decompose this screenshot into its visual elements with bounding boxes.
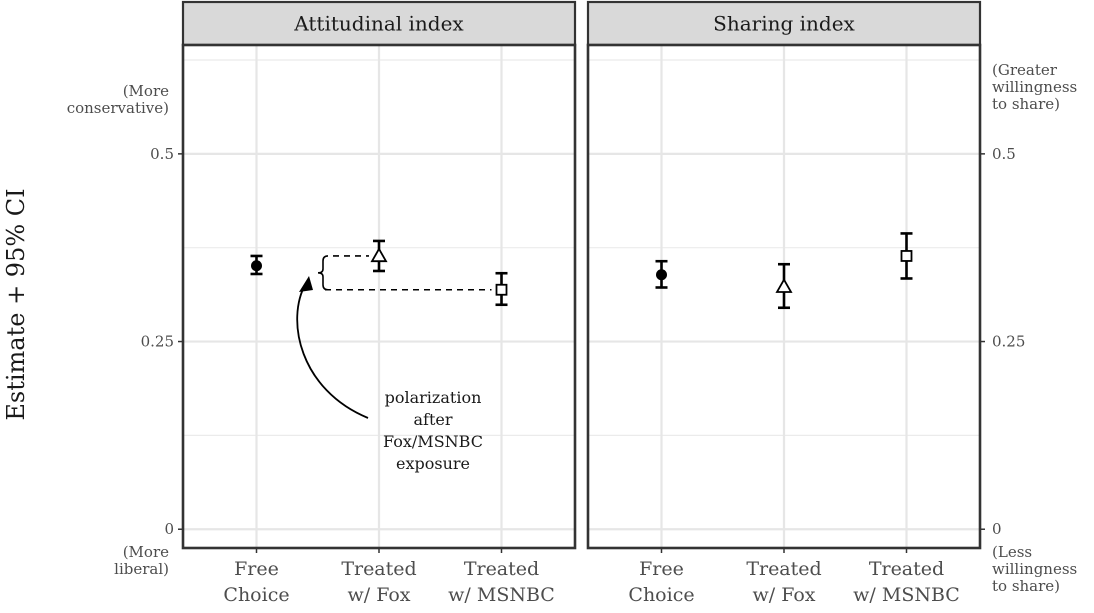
point-treated-w-msnbc: [495, 271, 508, 307]
y-tick-label: 0: [992, 520, 1002, 538]
marker-filled-circle: [251, 260, 262, 272]
panel-title: Attitudinal index: [293, 12, 464, 36]
annotation-text: polarization after Fox/MSNBC exposure: [383, 388, 483, 473]
category-label: Treated w/ MSNBC: [448, 558, 555, 606]
marker-open-square: [495, 283, 508, 296]
annotation-arrow: [296, 282, 369, 419]
category-label: Free Choice: [223, 558, 289, 606]
panel-attitudinal: Attitudinal index Free Choice Treated w/ Fox…: [181, 0, 577, 606]
category-label: Free Choice: [628, 558, 694, 606]
axis-note-more-liberal: (More liberal): [114, 543, 169, 578]
point-free-choice: [655, 259, 668, 289]
panel-strip: [181, 0, 577, 47]
panel-strip: [586, 0, 982, 47]
marker-open-triangle: [775, 277, 793, 293]
marker-filled-circle: [656, 269, 667, 281]
axis-note-greater-willingness: (Greater willingness to share): [992, 61, 1077, 113]
brace: [317, 255, 329, 291]
arrow-head: [299, 276, 313, 292]
y-tick-label: 0.5: [992, 145, 1016, 163]
y-tick-label: 0: [164, 520, 174, 538]
y-axis-title: Estimate + 95% CI: [2, 188, 30, 420]
polarization-annotation: polarization after Fox/MSNBC exposure: [296, 255, 492, 473]
y-tick-label: 0.5: [150, 145, 174, 163]
category-label: Treated w/ Fox: [746, 558, 821, 606]
category-label: Treated w/ Fox: [341, 558, 416, 606]
marker-open-triangle: [370, 247, 388, 263]
axis-note-more-conservative: (More conservative): [67, 82, 169, 117]
point-treated-w-fox: [370, 239, 388, 273]
marker-open-square: [900, 250, 913, 262]
category-label: Treated w/ MSNBC: [853, 558, 960, 606]
point-treated-w-msnbc: [900, 232, 913, 280]
y-axis-left: 0 0.25 0.5: [141, 145, 183, 538]
point-treated-w-fox: [775, 262, 793, 310]
y-tick-label: 0.25: [992, 333, 1025, 351]
y-axis-right: 0 0.25 0.5: [980, 145, 1025, 538]
panel-title: Sharing index: [713, 12, 855, 36]
y-tick-label: 0.25: [141, 333, 174, 351]
axis-note-less-willingness: (Less willingness to share): [992, 543, 1077, 595]
point-free-choice: [250, 254, 263, 276]
panel-sharing: Sharing index Free Choice Treated w/ Fox Trea…: [586, 0, 982, 606]
